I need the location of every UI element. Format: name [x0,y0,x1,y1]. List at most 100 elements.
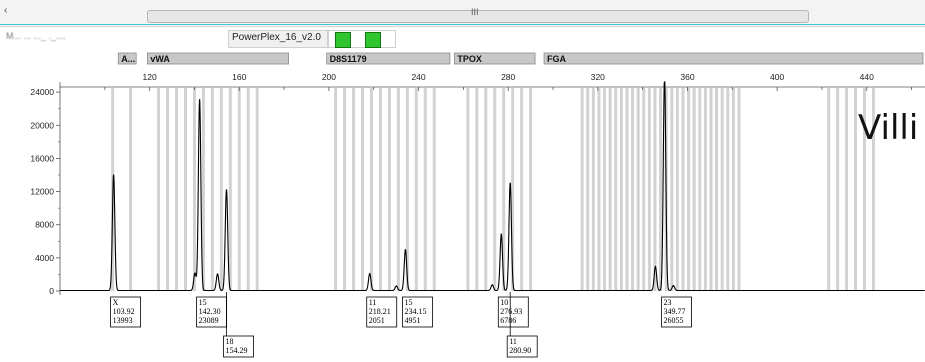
size-tick-label-2: 200 [322,72,336,82]
horizontal-scrollbar[interactable]: ‹ III [0,0,925,27]
allele-call-box-2 [223,335,254,358]
scroll-grip-icon: III [471,7,479,17]
allele-bin-14 [334,88,338,291]
allele-call-line-4-1: 234.15 [404,307,426,316]
intensity-tick-label-6: 24000 [30,87,54,97]
allele-bin-17 [361,88,365,291]
peak-point-12 [663,81,666,83]
dye-color-swatch-2[interactable] [365,32,381,48]
allele-bin-3 [166,88,170,291]
allele-bin-16 [352,88,356,291]
allele-bin-41 [619,88,623,291]
marker-label-1: vWA [150,54,170,64]
allele-bin-30 [502,88,506,291]
allele-bin-56 [703,88,707,291]
peak-point-8 [491,284,493,286]
scroll-thumb[interactable]: III [147,7,809,23]
allele-call-line-4-0: 15 [404,298,412,307]
intensity-tick-label-3: 12000 [30,187,54,197]
allele-bin-57 [709,88,713,291]
allele-bin-2 [157,88,161,291]
allele-call-line-5-0: 10 [500,298,508,307]
marker-label-2: D8S1179 [330,54,367,64]
allele-call-line-3-2: 2051 [369,316,385,325]
panel-selector[interactable]: PowerPlex_16_v2.0 [228,30,328,48]
size-tick-label-0: 120 [143,72,157,82]
peak-point-2 [199,99,201,101]
dye-swatch-area [328,30,396,48]
allele-bin-21 [396,88,400,291]
allele-bin-15 [343,88,347,291]
allele-bin-55 [698,88,702,291]
overlay-label: Villi [858,108,919,148]
allele-call-line-5-2: 6786 [500,316,516,325]
allele-call-line-3-0: 11 [369,298,377,307]
allele-call-line-6-0: 11 [509,337,517,346]
allele-bin-51 [675,88,679,291]
allele-bin-47 [653,88,657,291]
peak-point-6 [395,285,397,288]
marker-bar-2 [326,52,451,65]
intensity-tick-label-4: 16000 [30,153,54,163]
allele-bin-5 [183,88,187,291]
allele-bin-13 [255,88,259,291]
allele-bin-25 [432,88,436,291]
allele-bin-63 [827,88,831,291]
sample-info-bar: M... ... ..._ ._.... PowerPlex_16_v2.0 [0,27,925,49]
marker-label-3: TPOX [457,54,482,64]
intensity-tick-label-5: 20000 [30,120,54,130]
allele-call-box-6 [506,335,538,358]
allele-bin-28 [484,88,488,291]
peak-point-0 [113,174,115,176]
allele-call-box-5 [497,296,529,328]
scroll-left-arrow-icon[interactable]: ‹ [4,5,8,16]
allele-bin-26 [466,88,470,291]
size-tick-label-1: 160 [232,72,246,82]
dye-color-swatch-1[interactable] [335,32,351,48]
size-tick-label-5: 320 [591,72,605,82]
allele-call-box-7 [661,296,692,328]
peak-point-1 [194,273,196,275]
allele-bin-61 [731,88,735,291]
allele-call-line-0-1: 103.92 [113,307,135,316]
allele-bin-12 [246,88,250,291]
allele-bin-8 [210,88,214,291]
allele-bin-33 [529,88,533,291]
allele-bin-20 [387,88,391,291]
allele-bin-68 [871,88,875,291]
allele-bin-52 [681,88,685,291]
allele-bin-48 [659,88,663,291]
marker-label-4: FGA [547,54,566,64]
allele-call-line-7-0: 23 [664,298,672,307]
sample-name-field: M... ... ..._ ._.... [6,31,67,41]
allele-bin-42 [625,88,629,291]
allele-bin-9 [219,88,223,291]
allele-call-line-3-1: 218.21 [369,307,391,316]
allele-bin-39 [608,88,612,291]
allele-bin-46 [647,88,651,291]
allele-call-box-1 [196,296,228,328]
peak-point-9 [500,234,502,236]
allele-call-box-4 [402,296,433,328]
allele-call-line-2-0: 18 [225,337,233,346]
marker-bar-4 [543,52,924,65]
allele-bin-66 [854,88,858,291]
allele-call-box-3 [366,296,398,328]
peak-point-11 [654,266,657,268]
size-tick-label-6: 360 [680,72,694,82]
intensity-tick-label-2: 8000 [35,220,54,230]
trace-line [60,81,925,292]
allele-bin-10 [228,88,232,291]
allele-bin-31 [511,88,515,291]
allele-bin-6 [192,88,196,291]
allele-bin-7 [201,88,205,291]
panel-name: PowerPlex_16_v2.0 [232,32,321,43]
allele-call-line-7-1: 349.77 [664,307,686,316]
peak-point-5 [369,273,371,275]
intensity-tick-label-0: 0 [49,286,54,296]
allele-bin-37 [597,88,601,291]
size-tick-label-3: 240 [411,72,425,82]
allele-bin-43 [631,88,635,291]
allele-bin-19 [378,88,382,291]
